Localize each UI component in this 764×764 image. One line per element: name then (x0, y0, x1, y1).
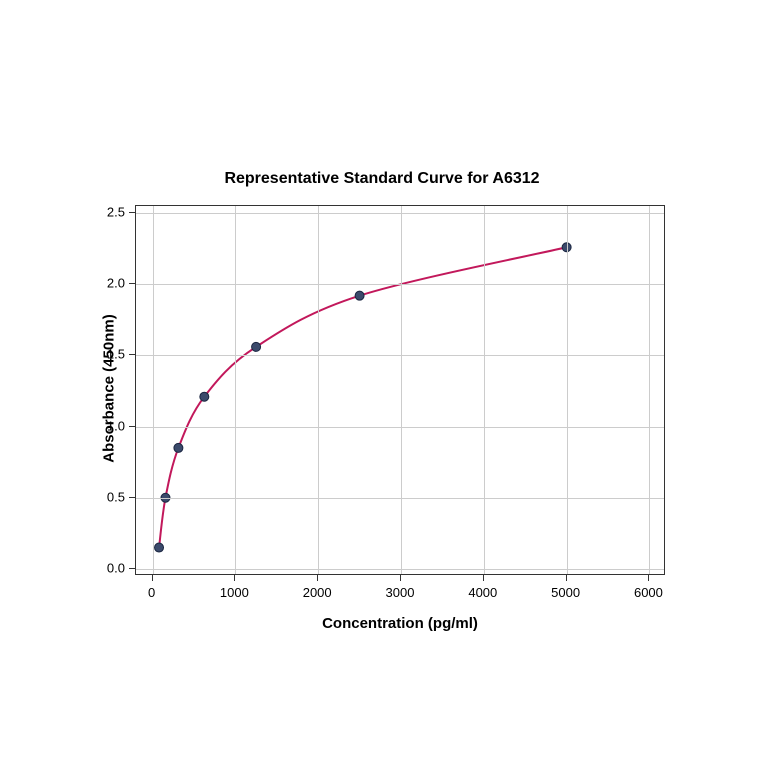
grid-line-horizontal (136, 498, 664, 499)
y-tick-label: 0.5 (95, 489, 125, 504)
x-tick (483, 575, 484, 581)
y-tick (129, 497, 135, 498)
grid-line-vertical (235, 206, 236, 574)
x-tick (566, 575, 567, 581)
grid-line-horizontal (136, 213, 664, 214)
data-point-marker (174, 443, 183, 452)
y-tick (129, 568, 135, 569)
y-tick-label: 2.5 (95, 205, 125, 220)
grid-line-horizontal (136, 355, 664, 356)
y-tick-label: 1.5 (95, 347, 125, 362)
grid-line-horizontal (136, 284, 664, 285)
x-tick-label: 6000 (634, 585, 663, 600)
grid-line-horizontal (136, 569, 664, 570)
data-point-marker (252, 342, 261, 351)
y-tick-label: 0.0 (95, 560, 125, 575)
x-tick-label: 1000 (220, 585, 249, 600)
x-axis-label: Concentration (pg/ml) (135, 615, 665, 632)
y-axis-label: Absorbance (450nm) (101, 314, 118, 462)
x-tick (400, 575, 401, 581)
y-tick (129, 354, 135, 355)
grid-line-vertical (318, 206, 319, 574)
x-tick (234, 575, 235, 581)
x-tick-label: 3000 (386, 585, 415, 600)
x-tick (317, 575, 318, 581)
plot-area (135, 205, 665, 575)
x-tick-label: 2000 (303, 585, 332, 600)
x-tick-label: 5000 (551, 585, 580, 600)
x-tick-label: 0 (148, 585, 155, 600)
x-tick (152, 575, 153, 581)
y-tick (129, 283, 135, 284)
grid-line-horizontal (136, 427, 664, 428)
chart-container: Representative Standard Curve for A6312 … (0, 0, 764, 764)
y-tick-label: 2.0 (95, 276, 125, 291)
grid-line-vertical (567, 206, 568, 574)
y-tick-label: 1.0 (95, 418, 125, 433)
data-point-marker (155, 543, 164, 552)
grid-line-vertical (401, 206, 402, 574)
data-point-marker (355, 291, 364, 300)
data-point-marker (200, 392, 209, 401)
x-tick (648, 575, 649, 581)
y-tick (129, 212, 135, 213)
y-tick (129, 426, 135, 427)
grid-line-vertical (649, 206, 650, 574)
grid-line-vertical (484, 206, 485, 574)
x-tick-label: 4000 (468, 585, 497, 600)
chart-title: Representative Standard Curve for A6312 (0, 170, 764, 188)
grid-line-vertical (153, 206, 154, 574)
